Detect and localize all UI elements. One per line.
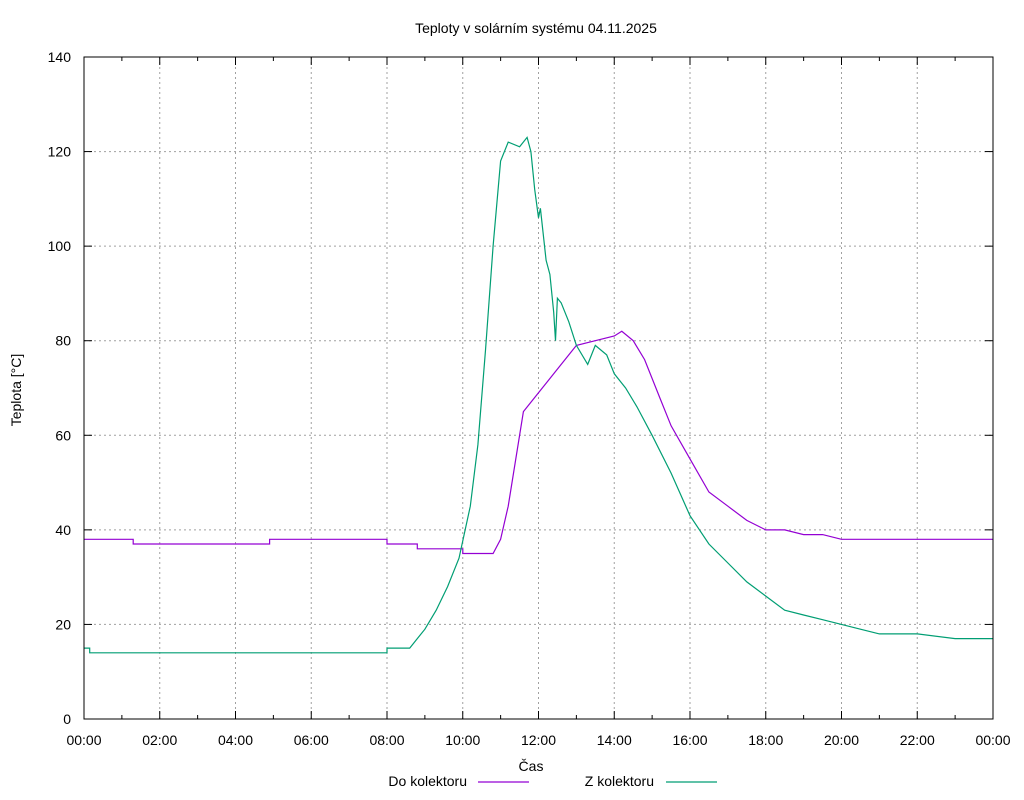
series-layer — [84, 136, 993, 654]
x-tick-label: 04:00 — [218, 732, 253, 748]
y-tick-label: 120 — [48, 144, 72, 160]
legend-label-z-kolektoru: Z kolektoru — [585, 773, 654, 789]
x-tick-label: 14:00 — [597, 732, 632, 748]
x-tick-label: 22:00 — [900, 732, 935, 748]
y-tick-label: 80 — [55, 333, 71, 349]
x-tick-label: 10:00 — [445, 732, 480, 748]
legend: Do kolektoru Z kolektoru — [388, 773, 717, 789]
legend-label-do-kolektoru: Do kolektoru — [388, 773, 467, 789]
x-tick-label: 00:00 — [66, 732, 101, 748]
legend-item-do-kolektoru: Do kolektoru — [388, 773, 529, 789]
y-tick-label: 40 — [55, 522, 71, 538]
series-line-z-kolektoru — [84, 136, 993, 654]
x-tick-labels: 00:00 02:00 04:00 06:00 08:00 10:00 12:00 14:00… — [66, 732, 1010, 748]
legend-item-z-kolektoru: Z kolektoru — [585, 773, 717, 789]
x-tick-label: 00:00 — [975, 732, 1010, 748]
x-axis-label: Čas — [519, 758, 544, 774]
y-tick-label: 140 — [48, 49, 72, 65]
axis-ticks — [83, 56, 994, 720]
x-tick-label: 08:00 — [369, 732, 404, 748]
series-line-do-kolektoru — [84, 330, 993, 555]
y-tick-label: 20 — [55, 616, 71, 632]
y-tick-label: 100 — [48, 238, 72, 254]
x-tick-label: 12:00 — [521, 732, 556, 748]
x-tick-label: 20:00 — [824, 732, 859, 748]
grid-lines — [84, 57, 993, 719]
y-tick-labels: 0 20 40 60 80 100 120 140 — [48, 49, 72, 727]
y-tick-label: 60 — [55, 427, 71, 443]
x-tick-label: 18:00 — [748, 732, 783, 748]
x-tick-label: 06:00 — [294, 732, 329, 748]
x-tick-label: 02:00 — [142, 732, 177, 748]
y-tick-label: 0 — [63, 711, 71, 727]
y-axis-label: Teplota [°C] — [8, 354, 24, 427]
x-tick-label: 16:00 — [672, 732, 707, 748]
chart-title: Teploty v solárním systému 04.11.2025 — [415, 20, 657, 36]
